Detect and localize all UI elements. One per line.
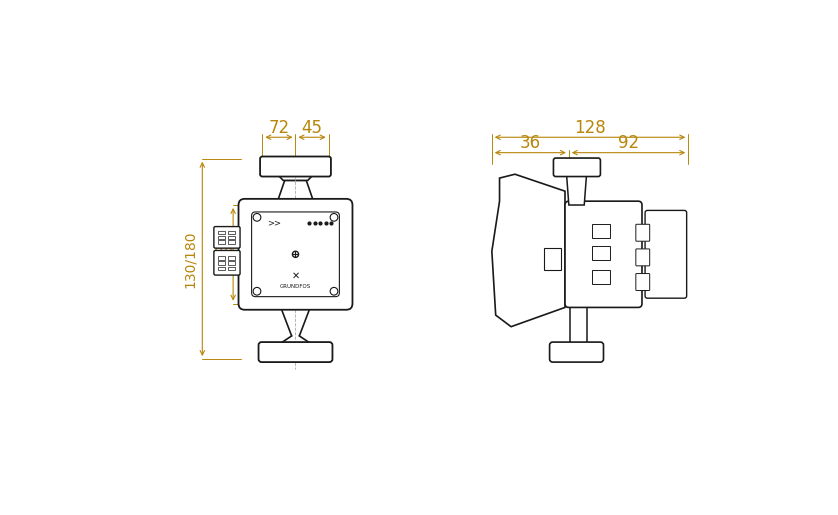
FancyBboxPatch shape <box>636 224 649 241</box>
Polygon shape <box>566 174 587 205</box>
FancyBboxPatch shape <box>251 212 339 297</box>
Bar <box>219 267 225 270</box>
Bar <box>592 246 610 260</box>
Bar <box>219 261 225 265</box>
Bar <box>219 241 225 244</box>
Polygon shape <box>262 159 328 180</box>
Text: GRUNDFOS: GRUNDFOS <box>280 284 311 289</box>
Text: 128: 128 <box>574 119 606 137</box>
Bar <box>228 267 235 270</box>
Bar <box>228 241 235 244</box>
FancyBboxPatch shape <box>565 201 642 307</box>
FancyBboxPatch shape <box>553 158 600 177</box>
Bar <box>219 231 225 234</box>
Text: 72: 72 <box>268 119 289 137</box>
Bar <box>544 248 561 270</box>
Bar <box>592 270 610 284</box>
Bar <box>219 256 225 260</box>
FancyBboxPatch shape <box>550 342 603 362</box>
Bar <box>219 236 225 239</box>
FancyBboxPatch shape <box>636 249 649 266</box>
Text: 36: 36 <box>520 134 541 152</box>
Bar <box>592 224 610 237</box>
FancyBboxPatch shape <box>239 199 353 310</box>
FancyBboxPatch shape <box>645 211 686 298</box>
FancyBboxPatch shape <box>260 157 331 177</box>
FancyBboxPatch shape <box>214 250 240 275</box>
FancyBboxPatch shape <box>259 342 333 362</box>
Text: 45: 45 <box>302 119 323 137</box>
Polygon shape <box>277 180 315 205</box>
Text: 92: 92 <box>618 134 639 152</box>
FancyBboxPatch shape <box>636 273 649 290</box>
Bar <box>228 256 235 260</box>
Bar <box>228 261 235 265</box>
Polygon shape <box>492 174 565 327</box>
Text: >>: >> <box>267 218 281 227</box>
FancyBboxPatch shape <box>214 227 240 248</box>
Text: ✕: ✕ <box>292 271 299 281</box>
Bar <box>228 236 235 239</box>
Bar <box>228 231 235 234</box>
Text: 130/180: 130/180 <box>183 230 197 288</box>
Text: 90: 90 <box>215 247 234 262</box>
